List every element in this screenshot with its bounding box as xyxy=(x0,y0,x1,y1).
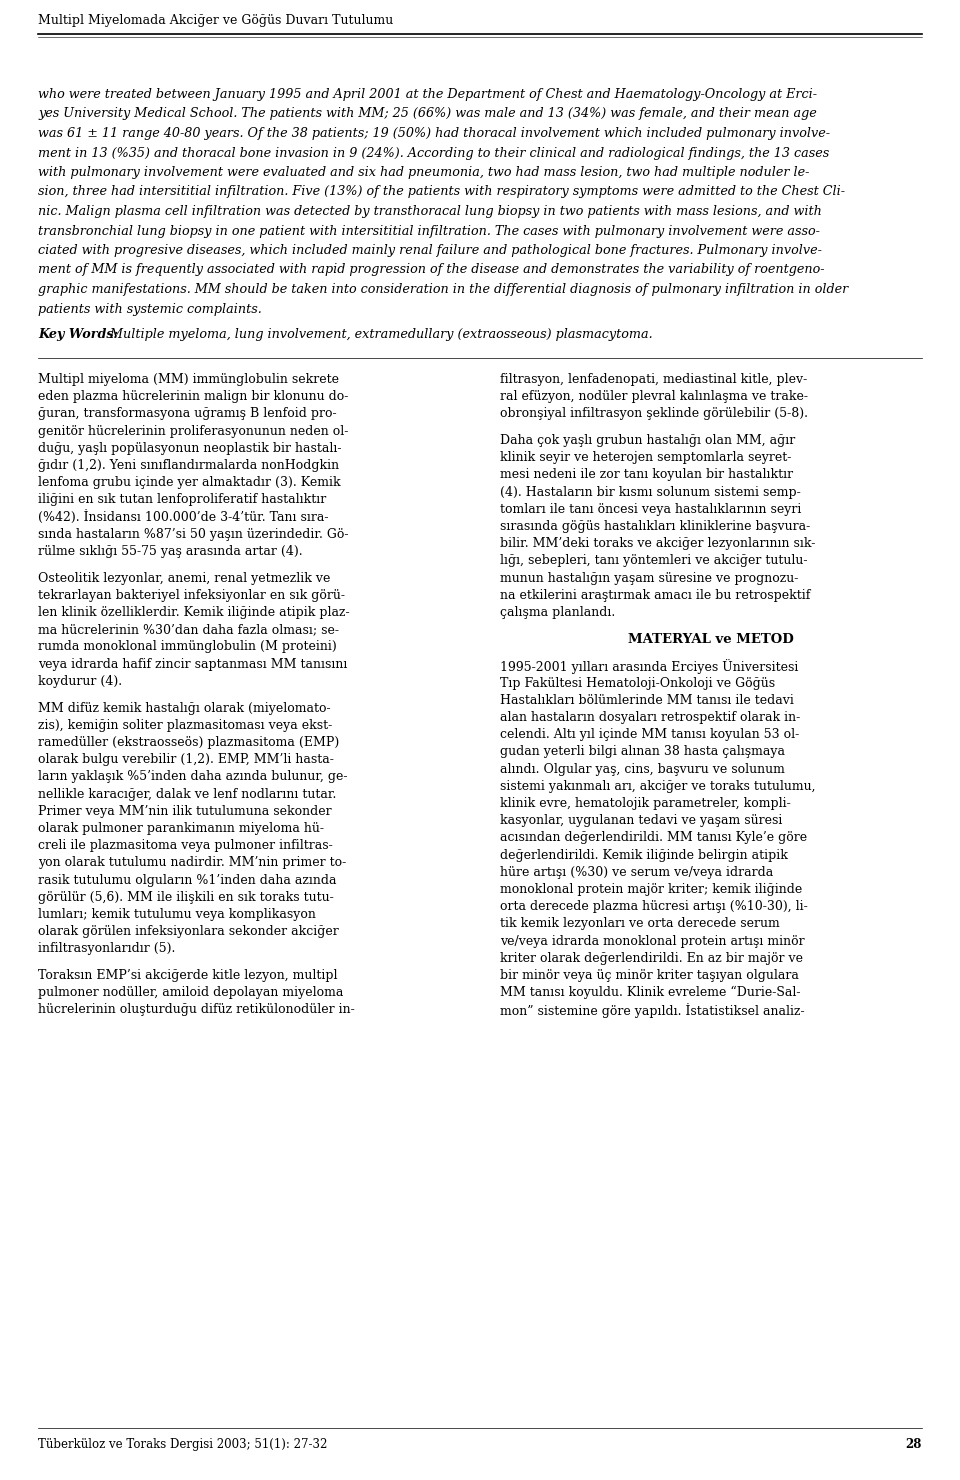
Text: kasyonlar, uygulanan tedavi ve yaşam süresi: kasyonlar, uygulanan tedavi ve yaşam sür… xyxy=(500,814,782,827)
Text: ve/veya idrarda monoklonal protein artışı minör: ve/veya idrarda monoklonal protein artış… xyxy=(500,934,804,947)
Text: Multiple myeloma, lung involvement, extramedullary (extraosseous) plasmacytoma.: Multiple myeloma, lung involvement, extr… xyxy=(106,329,653,340)
Text: Daha çok yaşlı grubun hastalığı olan MM, ağır: Daha çok yaşlı grubun hastalığı olan MM,… xyxy=(500,434,795,447)
Text: ların yaklaşık %5’inden daha azında bulunur, ge-: ların yaklaşık %5’inden daha azında bulu… xyxy=(38,770,348,783)
Text: ğuran, transformasyona uğramış B lenfoid pro-: ğuran, transformasyona uğramış B lenfoid… xyxy=(38,407,337,420)
Text: acısından değerlendirildi. MM tanısı Kyle’e göre: acısından değerlendirildi. MM tanısı Kyl… xyxy=(500,832,807,845)
Text: who were treated between January 1995 and April 2001 at the Department of Chest : who were treated between January 1995 an… xyxy=(38,87,817,101)
Text: nic. Malign plasma cell infiltration was detected by transthoracal lung biopsy i: nic. Malign plasma cell infiltration was… xyxy=(38,206,822,218)
Text: olarak görülen infeksiyonlara sekonder akciğer: olarak görülen infeksiyonlara sekonder a… xyxy=(38,925,339,938)
Text: pulmoner nodüller, amiloid depolayan miyeloma: pulmoner nodüller, amiloid depolayan miy… xyxy=(38,986,344,999)
Text: nellikle karacığer, dalak ve lenf nodlarını tutar.: nellikle karacığer, dalak ve lenf nodlar… xyxy=(38,787,336,801)
Text: ciated with progresive diseases, which included mainly renal failure and patholo: ciated with progresive diseases, which i… xyxy=(38,244,822,258)
Text: bilir. MM’deki toraks ve akciğer lezyonlarının sık-: bilir. MM’deki toraks ve akciğer lezyonl… xyxy=(500,537,815,551)
Text: değerlendirildi. Kemik iliğinde belirgin atipik: değerlendirildi. Kemik iliğinde belirgin… xyxy=(500,848,788,861)
Text: 1995-2001 yılları arasında Erciyes Üniversitesi: 1995-2001 yılları arasında Erciyes Ünive… xyxy=(500,660,799,675)
Text: sion, three had intersititial infiltration. Five (13%) of the patients with resp: sion, three had intersititial infiltrati… xyxy=(38,185,845,198)
Text: Hastalıkları bölümlerinde MM tanısı ile tedavi: Hastalıkları bölümlerinde MM tanısı ile … xyxy=(500,694,794,707)
Text: MM tanısı koyuldu. Klinik evreleme “Durie-Sal-: MM tanısı koyuldu. Klinik evreleme “Duri… xyxy=(500,986,801,999)
Text: graphic manifestations. MM should be taken into consideration in the differentia: graphic manifestations. MM should be tak… xyxy=(38,283,849,296)
Text: ramedüller (ekstraosseös) plazmasitoma (EMP): ramedüller (ekstraosseös) plazmasitoma (… xyxy=(38,736,339,749)
Text: veya idrarda hafif zincir saptanması MM tanısını: veya idrarda hafif zincir saptanması MM … xyxy=(38,657,348,670)
Text: sırasında göğüs hastalıkları kliniklerine başvura-: sırasında göğüs hastalıkları kliniklerin… xyxy=(500,519,810,533)
Text: ğıdır (1,2). Yeni sınıflandırmalarda nonHodgkin: ğıdır (1,2). Yeni sınıflandırmalarda non… xyxy=(38,459,339,472)
Text: Tıp Fakültesi Hematoloji-Onkoloji ve Göğüs: Tıp Fakültesi Hematoloji-Onkoloji ve Göğ… xyxy=(500,676,775,690)
Text: Osteolitik lezyonlar, anemi, renal yetmezlik ve: Osteolitik lezyonlar, anemi, renal yetme… xyxy=(38,571,330,585)
Text: bir minör veya üç minör kriter taşıyan olgulara: bir minör veya üç minör kriter taşıyan o… xyxy=(500,969,799,983)
Text: 28: 28 xyxy=(905,1439,922,1450)
Text: len klinik özelliklerdir. Kemik iliğinde atipik plaz-: len klinik özelliklerdir. Kemik iliğinde… xyxy=(38,607,349,619)
Text: yon olarak tutulumu nadirdir. MM’nin primer to-: yon olarak tutulumu nadirdir. MM’nin pri… xyxy=(38,857,347,869)
Text: duğu, yaşlı popülasyonun neoplastik bir hastalı-: duğu, yaşlı popülasyonun neoplastik bir … xyxy=(38,443,342,454)
Text: olarak pulmoner parankimanın miyeloma hü-: olarak pulmoner parankimanın miyeloma hü… xyxy=(38,821,324,835)
Text: orta derecede plazma hücresi artışı (%10-30), li-: orta derecede plazma hücresi artışı (%10… xyxy=(500,900,807,913)
Text: tekrarlayan bakteriyel infeksiyonlar en sık görü-: tekrarlayan bakteriyel infeksiyonlar en … xyxy=(38,589,345,602)
Text: Multipl miyeloma (MM) immünglobulin sekrete: Multipl miyeloma (MM) immünglobulin sekr… xyxy=(38,373,339,386)
Text: patients with systemic complaints.: patients with systemic complaints. xyxy=(38,302,262,315)
Text: tomları ile tanı öncesi veya hastalıklarının seyri: tomları ile tanı öncesi veya hastalıklar… xyxy=(500,503,802,517)
Text: (4). Hastaların bir kısmı solunum sistemi semp-: (4). Hastaların bir kısmı solunum sistem… xyxy=(500,485,801,499)
Text: tik kemik lezyonları ve orta derecede serum: tik kemik lezyonları ve orta derecede se… xyxy=(500,918,780,931)
Text: ma hücrelerinin %30’dan daha fazla olması; se-: ma hücrelerinin %30’dan daha fazla olmas… xyxy=(38,623,339,636)
Text: rasik tutulumu olguların %1’inden daha azında: rasik tutulumu olguların %1’inden daha a… xyxy=(38,873,337,887)
Text: klinik evre, hematolojik parametreler, kompli-: klinik evre, hematolojik parametreler, k… xyxy=(500,798,791,810)
Text: na etkilerini araştırmak amacı ile bu retrospektif: na etkilerini araştırmak amacı ile bu re… xyxy=(500,589,810,602)
Text: alan hastaların dosyaları retrospektif olarak in-: alan hastaların dosyaları retrospektif o… xyxy=(500,710,801,724)
Text: Multipl Miyelomada Akciğer ve Göğüs Duvarı Tutulumu: Multipl Miyelomada Akciğer ve Göğüs Duva… xyxy=(38,13,394,27)
Text: koydurur (4).: koydurur (4). xyxy=(38,675,122,688)
Text: filtrasyon, lenfadenopati, mediastinal kitle, plev-: filtrasyon, lenfadenopati, mediastinal k… xyxy=(500,373,807,386)
Text: ment in 13 (%35) and thoracal bone invasion in 9 (24%). According to their clini: ment in 13 (%35) and thoracal bone invas… xyxy=(38,147,829,160)
Text: monoklonal protein majör kriter; kemik iliğinde: monoklonal protein majör kriter; kemik i… xyxy=(500,884,803,895)
Text: obronşiyal infiltrasyon şeklinde görülebilir (5-8).: obronşiyal infiltrasyon şeklinde görüleb… xyxy=(500,407,808,420)
Text: Key Words:: Key Words: xyxy=(38,329,118,340)
Text: çalışma planlandı.: çalışma planlandı. xyxy=(500,607,615,619)
Text: mon” sistemine göre yapıldı. İstatistiksel analiz-: mon” sistemine göre yapıldı. İstatistiks… xyxy=(500,1003,804,1018)
Text: sında hastaların %87’si 50 yaşın üzerindedir. Gö-: sında hastaların %87’si 50 yaşın üzerind… xyxy=(38,528,348,540)
Text: munun hastalığın yaşam süresine ve prognozu-: munun hastalığın yaşam süresine ve progn… xyxy=(500,571,799,585)
Text: infiltrasyonlarıdır (5).: infiltrasyonlarıdır (5). xyxy=(38,943,176,955)
Text: celendi. Altı yıl içinde MM tanısı koyulan 53 ol-: celendi. Altı yıl içinde MM tanısı koyul… xyxy=(500,728,800,741)
Text: lumları; kemik tutulumu veya komplikasyon: lumları; kemik tutulumu veya komplikasyo… xyxy=(38,907,316,921)
Text: rülme sıklığı 55-75 yaş arasında artar (4).: rülme sıklığı 55-75 yaş arasında artar (… xyxy=(38,545,302,558)
Text: klinik seyir ve heterojen semptomlarla seyret-: klinik seyir ve heterojen semptomlarla s… xyxy=(500,451,791,465)
Text: mesi nedeni ile zor tanı koyulan bir hastalıktır: mesi nedeni ile zor tanı koyulan bir has… xyxy=(500,469,793,481)
Text: hüre artışı (%30) ve serum ve/veya idrarda: hüre artışı (%30) ve serum ve/veya idrar… xyxy=(500,866,773,879)
Text: genitör hücrelerinin proliferasyonunun neden ol-: genitör hücrelerinin proliferasyonunun n… xyxy=(38,425,348,438)
Text: transbronchial lung biopsy in one patient with intersititial infiltration. The c: transbronchial lung biopsy in one patien… xyxy=(38,225,820,237)
Text: kriter olarak değerlendirildi. En az bir majör ve: kriter olarak değerlendirildi. En az bir… xyxy=(500,952,803,965)
Text: ment of MM is frequently associated with rapid progression of the disease and de: ment of MM is frequently associated with… xyxy=(38,263,825,277)
Text: alındı. Olgular yaş, cins, başvuru ve solunum: alındı. Olgular yaş, cins, başvuru ve so… xyxy=(500,762,785,776)
Text: Tüberküloz ve Toraks Dergisi 2003; 51(1): 27-32: Tüberküloz ve Toraks Dergisi 2003; 51(1)… xyxy=(38,1439,327,1450)
Text: gudan yeterli bilgi alınan 38 hasta çalışmaya: gudan yeterli bilgi alınan 38 hasta çalı… xyxy=(500,746,785,758)
Text: hücrelerinin oluşturduğu difüz retikülonodüler in-: hücrelerinin oluşturduğu difüz retikülon… xyxy=(38,1003,355,1017)
Text: yes University Medical School. The patients with MM; 25 (66%) was male and 13 (3: yes University Medical School. The patie… xyxy=(38,108,817,120)
Text: zis), kemiğin soliter plazmasitoması veya ekst-: zis), kemiğin soliter plazmasitoması vey… xyxy=(38,719,332,731)
Text: rumda monoklonal immünglobulin (M proteini): rumda monoklonal immünglobulin (M protei… xyxy=(38,641,337,654)
Text: lığı, sebepleri, tanı yöntemleri ve akciğer tutulu-: lığı, sebepleri, tanı yöntemleri ve akci… xyxy=(500,555,807,567)
Text: creli ile plazmasitoma veya pulmoner infiltras-: creli ile plazmasitoma veya pulmoner inf… xyxy=(38,839,333,852)
Text: MATERYAL ve METOD: MATERYAL ve METOD xyxy=(628,633,794,645)
Text: ral efüzyon, nodüler plevral kalınlaşma ve trake-: ral efüzyon, nodüler plevral kalınlaşma … xyxy=(500,391,808,403)
Text: with pulmonary involvement were evaluated and six had pneumonia, two had mass le: with pulmonary involvement were evaluate… xyxy=(38,166,809,179)
Text: iliğini en sık tutan lenfoproliferatif hastalıktır: iliğini en sık tutan lenfoproliferatif h… xyxy=(38,493,326,506)
Text: (%42). İnsidansı 100.000’de 3-4’tür. Tanı sıra-: (%42). İnsidansı 100.000’de 3-4’tür. Tan… xyxy=(38,511,328,524)
Text: MM difüz kemik hastalığı olarak (miyelomato-: MM difüz kemik hastalığı olarak (miyelom… xyxy=(38,702,330,715)
Text: sistemi yakınmalı arı, akciğer ve toraks tutulumu,: sistemi yakınmalı arı, akciğer ve toraks… xyxy=(500,780,815,793)
Text: Toraksın EMP’si akciğerde kitle lezyon, multipl: Toraksın EMP’si akciğerde kitle lezyon, … xyxy=(38,969,338,983)
Text: olarak bulgu verebilir (1,2). EMP, MM’li hasta-: olarak bulgu verebilir (1,2). EMP, MM’li… xyxy=(38,753,334,767)
Text: görülür (5,6). MM ile ilişkili en sık toraks tutu-: görülür (5,6). MM ile ilişkili en sık to… xyxy=(38,891,334,904)
Text: Primer veya MM’nin ilik tutulumuna sekonder: Primer veya MM’nin ilik tutulumuna sekon… xyxy=(38,805,331,818)
Text: was 61 ± 11 range 40-80 years. Of the 38 patients; 19 (50%) had thoracal involve: was 61 ± 11 range 40-80 years. Of the 38… xyxy=(38,127,830,141)
Text: eden plazma hücrelerinin malign bir klonunu do-: eden plazma hücrelerinin malign bir klon… xyxy=(38,391,348,403)
Text: lenfoma grubu içinde yer almaktadır (3). Kemik: lenfoma grubu içinde yer almaktadır (3).… xyxy=(38,477,341,490)
